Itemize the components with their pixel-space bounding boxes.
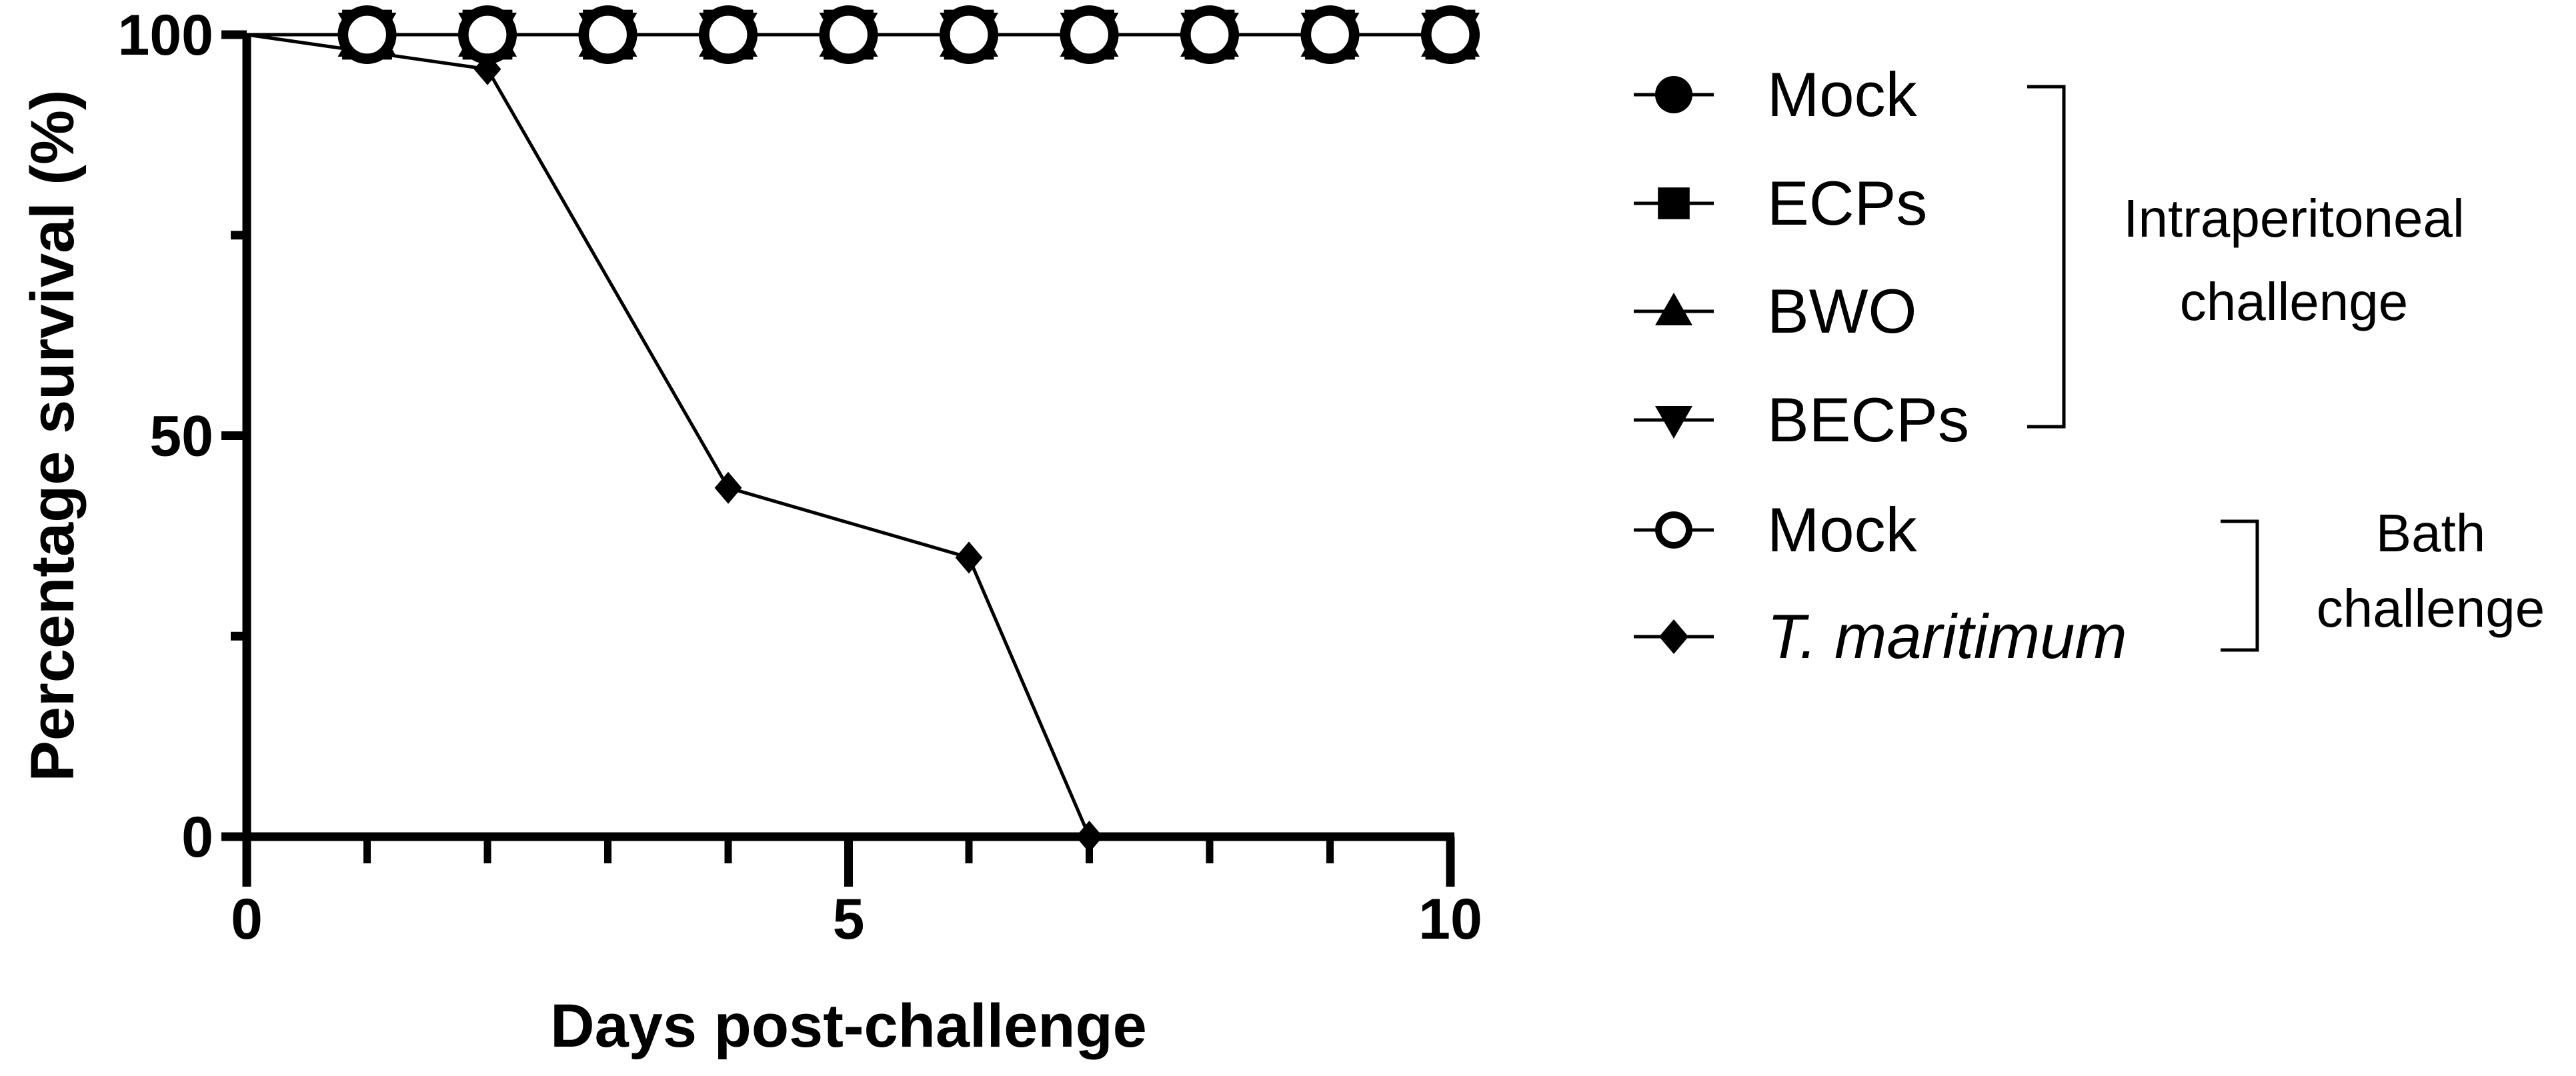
- x-tick-label: 0: [231, 887, 263, 951]
- legend-label-0: Mock: [1767, 59, 1918, 129]
- series-5-point: [955, 541, 983, 574]
- legend-marker-2: [1655, 293, 1692, 325]
- legend-marker-4: [1655, 511, 1692, 549]
- series-4-point: [940, 5, 998, 64]
- legend-label-1: ECPs: [1767, 168, 1927, 238]
- legend-group-bracket-0: [2027, 85, 2066, 429]
- x-tick-label: 5: [833, 887, 865, 951]
- series-5-point: [714, 471, 742, 504]
- legend-label-2: BWO: [1767, 276, 1917, 346]
- legend-marker-1: [1658, 187, 1690, 219]
- legend-group-label: Bath: [2376, 503, 2486, 563]
- series-4-point: [578, 5, 637, 64]
- y-tick-label: 50: [149, 405, 213, 469]
- series-4-point: [1300, 5, 1360, 64]
- y-tick-label: 100: [118, 3, 214, 67]
- series-4-point: [819, 5, 878, 64]
- legend-label-4: Mock: [1767, 495, 1918, 565]
- series-4-point: [458, 5, 517, 64]
- legend-group-label: Intraperitoneal: [2123, 189, 2464, 248]
- legend-group-label: challenge: [2317, 579, 2545, 638]
- series-4-point: [699, 5, 758, 64]
- x-tick-label: 10: [1418, 887, 1482, 951]
- series-layer: [246, 5, 1480, 853]
- series-4-point: [1421, 5, 1480, 64]
- series-5-point: [1076, 821, 1103, 853]
- x-axis-title: Days post-challenge: [550, 992, 1147, 1060]
- legend-group-bracket-1: [2221, 519, 2259, 652]
- legend: Mock ECPs BWO BECPs Mock T. maritimum Intraper…: [1634, 59, 2545, 671]
- series-5-point: [473, 53, 501, 85]
- series-4-point: [1060, 5, 1119, 64]
- series-4-point: [337, 5, 397, 64]
- legend-label-3: BECPs: [1767, 385, 1969, 455]
- legend-marker-0: [1655, 76, 1692, 113]
- series-line-5: [246, 33, 1091, 837]
- y-axis-title: Percentage survival (%): [19, 89, 87, 781]
- legend-marker-3: [1655, 406, 1692, 439]
- legend-group-label: challenge: [2180, 272, 2409, 331]
- y-tick-label: 0: [181, 805, 213, 869]
- legend-marker-5: [1658, 619, 1689, 654]
- series-4-point: [1180, 5, 1239, 64]
- legend-label-5: T. maritimum: [1767, 601, 2127, 671]
